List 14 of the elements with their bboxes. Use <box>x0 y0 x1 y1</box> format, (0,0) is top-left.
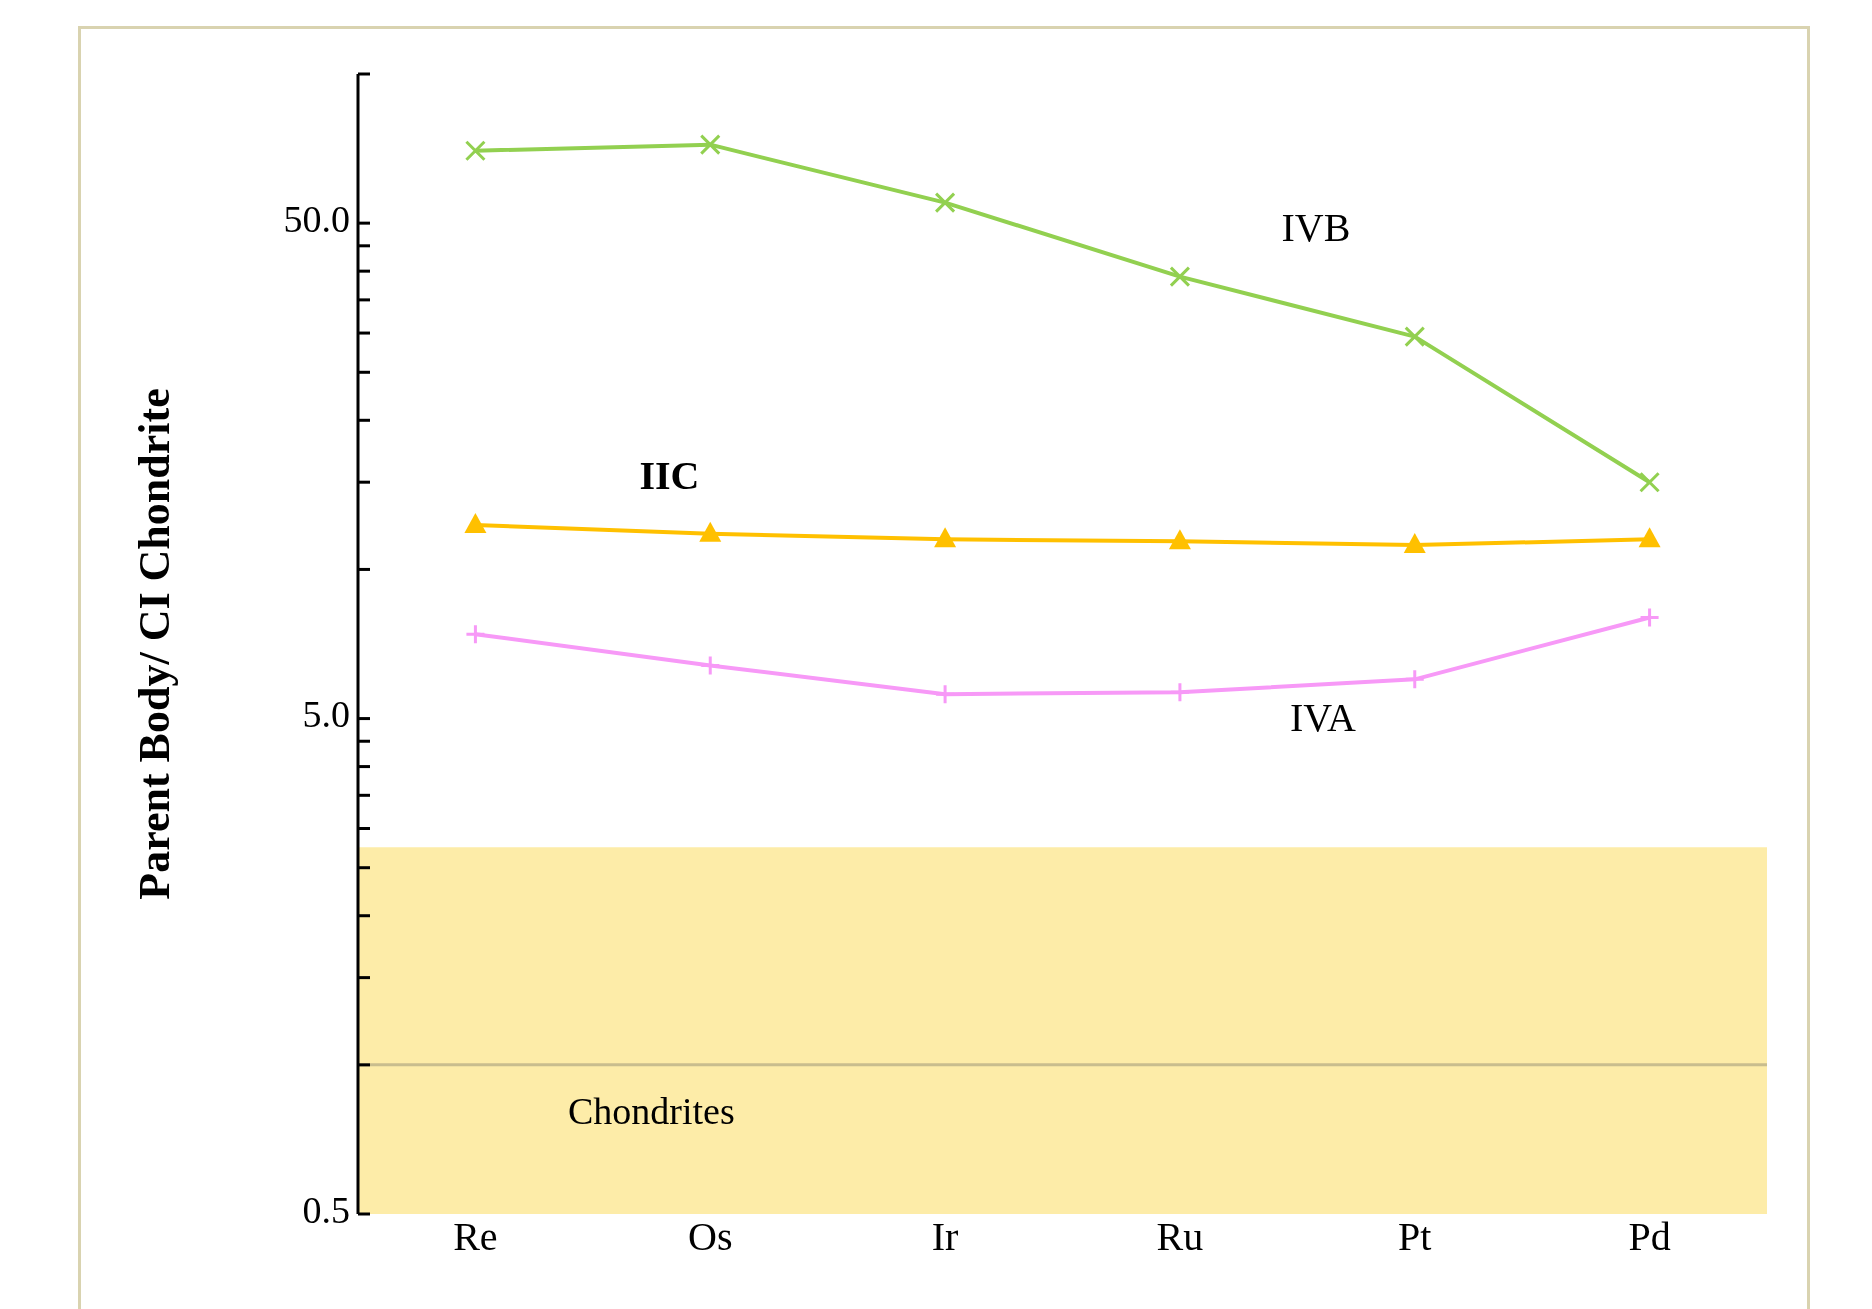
series-label: IVA <box>1289 695 1356 741</box>
y-tick-label: 50.0 <box>283 197 350 240</box>
x-tick-label: Re <box>453 1214 498 1260</box>
x-tick-label: Pt <box>1398 1214 1432 1260</box>
x-tick-label: Os <box>688 1214 733 1260</box>
y-tick-label: 0.5 <box>302 1188 350 1231</box>
band-label: Chondrites <box>568 1090 735 1132</box>
x-tick-label: Ir <box>931 1214 959 1260</box>
series-label: IIC <box>639 453 700 499</box>
y-tick-label: 5.0 <box>302 693 350 736</box>
series-label: IVB <box>1281 204 1351 250</box>
x-tick-label: Pd <box>1628 1214 1671 1260</box>
x-tick-label: Ru <box>1156 1214 1204 1260</box>
y-axis-title: Parent Body/ CI Chondrite <box>129 388 179 900</box>
